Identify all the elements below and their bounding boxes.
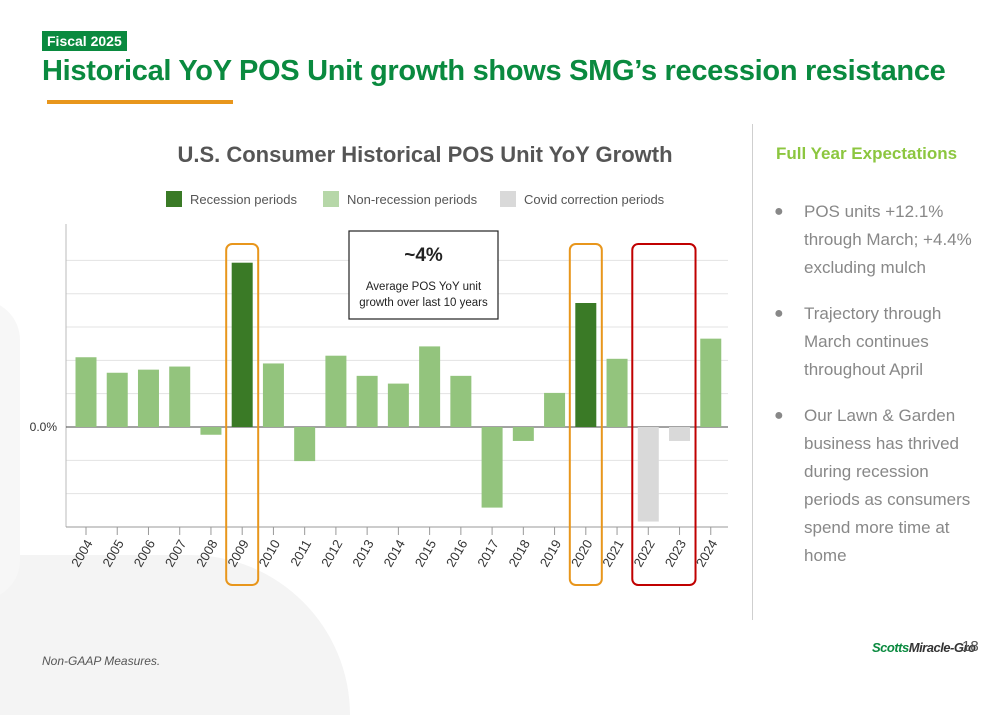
bar-chart: 0.0% 2004 2005 2006 2007 2008 2009 2010 2011 2012… [30, 224, 728, 586]
annotation-line-1: Average POS YoY unit [366, 281, 482, 293]
background-shape-left [0, 300, 20, 600]
x-tick-label-2014: 2014 [381, 537, 408, 570]
x-tick-label-2010: 2010 [256, 537, 283, 570]
sidebar-heading: Full Year Expectations [776, 144, 958, 163]
bar-2011 [294, 427, 316, 462]
x-tick-label-2022: 2022 [630, 537, 657, 570]
bar-2020 [575, 303, 597, 427]
recession-highlight-2020 [568, 243, 603, 586]
legend-label-non-recession: Non-recession periods [347, 191, 478, 207]
bar-2017 [481, 427, 503, 508]
bar-2018 [512, 427, 534, 441]
bullet-trajectory: ● Trajectory through March continues thro… [774, 300, 974, 384]
x-tick-label-2020: 2020 [568, 537, 595, 570]
bullet-pos-units: ● POS units +12.1% through March; +4.4% e… [774, 198, 974, 282]
x-tick-label-2015: 2015 [412, 537, 439, 570]
x-tick-label-2009: 2009 [224, 537, 251, 570]
x-tick-label-2017: 2017 [474, 537, 501, 570]
bar-2023 [669, 427, 691, 441]
legend-item-non-recession: Non-recession periods [323, 191, 477, 207]
recession-highlight-2009 [225, 243, 260, 586]
bullet-lawn-garden: ● Our Lawn & Garden business has thrived … [774, 402, 974, 570]
y-tick-label: 0.0% [30, 420, 58, 434]
bar-2014 [387, 383, 409, 427]
bar-2009 [231, 262, 253, 427]
bar-2016 [450, 375, 472, 427]
bar-2021 [606, 358, 628, 427]
legend-item-covid: Covid correction periods [500, 191, 664, 207]
legend-label-recession: Recession periods [190, 191, 297, 207]
x-tick-label-2012: 2012 [318, 537, 345, 570]
x-tick-label-2019: 2019 [537, 537, 564, 570]
x-tick-label-2011: 2011 [287, 537, 314, 569]
bar-2022 [637, 427, 659, 522]
bar-2024 [700, 338, 722, 427]
page-number: 18 [962, 638, 979, 655]
bar-2008 [200, 427, 222, 435]
annotation-line-2: growth over last 10 years [359, 297, 488, 309]
bar-2013 [356, 375, 378, 427]
annotation-box [348, 230, 499, 320]
x-tick-label-2023: 2023 [662, 537, 689, 570]
covid-highlight-box [631, 243, 697, 586]
page-title: Historical YoY POS Unit growth shows SMG… [42, 55, 946, 87]
sidebar-bullets: ● POS units +12.1% through March; +4.4% e… [774, 198, 974, 588]
annotation-headline: ~4% [404, 245, 443, 266]
x-tick-label-2021: 2021 [599, 537, 626, 570]
x-tick-label-2008: 2008 [193, 537, 220, 570]
legend-swatch-recession [166, 191, 182, 207]
vertical-divider [752, 124, 753, 620]
bar-2015 [419, 346, 441, 427]
x-tick-label-2016: 2016 [443, 537, 470, 570]
legend-swatch-covid [500, 191, 516, 207]
bar-2019 [544, 392, 566, 427]
x-tick-label-2013: 2013 [349, 537, 376, 570]
title-underline [47, 100, 233, 104]
x-tick-label-2007: 2007 [162, 537, 189, 570]
x-tick-label-2005: 2005 [99, 537, 126, 570]
x-tick-label-2018: 2018 [505, 537, 532, 570]
chart-title: U.S. Consumer Historical POS Unit YoY Gr… [177, 142, 673, 167]
bar-2012 [325, 355, 347, 427]
bullet-dot: ● [774, 203, 784, 220]
legend-swatch-non-recession [323, 191, 339, 207]
legend-label-covid: Covid correction periods [524, 191, 665, 207]
bar-2006 [137, 369, 159, 427]
bar-2007 [169, 366, 191, 427]
x-tick-label-2006: 2006 [131, 537, 158, 570]
company-logo: ScottsMiracle-Gro [872, 640, 976, 655]
footnote: Non-GAAP Measures. [42, 654, 161, 668]
bullet-dot: ● [774, 305, 784, 322]
bar-2004 [75, 357, 97, 427]
bar-2010 [262, 363, 284, 427]
bar-2005 [106, 372, 128, 427]
x-tick-label-2024: 2024 [693, 537, 720, 570]
x-tick-label-2004: 2004 [68, 537, 95, 570]
fiscal-badge: Fiscal 2025 [42, 31, 127, 51]
bullet-dot: ● [774, 407, 784, 424]
legend-item-recession: Recession periods [166, 191, 297, 207]
